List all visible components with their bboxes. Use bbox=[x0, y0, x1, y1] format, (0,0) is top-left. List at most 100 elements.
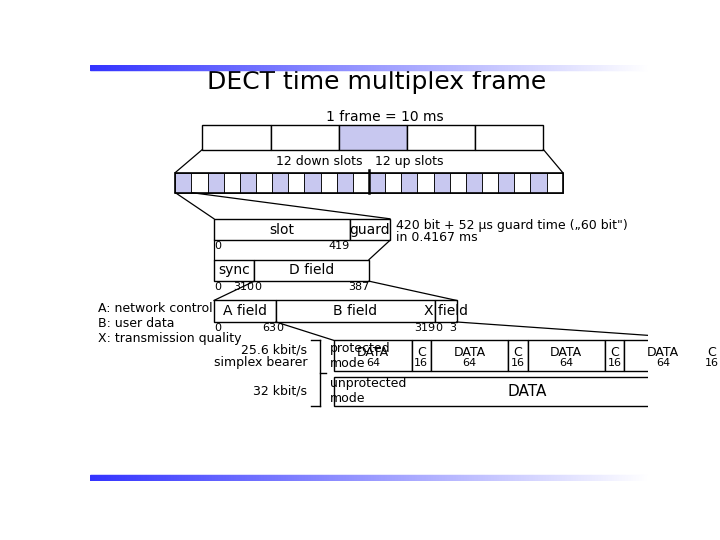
Bar bbox=[164, 65, 165, 70]
Bar bbox=[522, 65, 523, 70]
Bar bbox=[546, 475, 547, 481]
Text: DATA: DATA bbox=[454, 346, 485, 359]
Bar bbox=[159, 65, 160, 70]
Text: D field: D field bbox=[289, 264, 334, 278]
Bar bbox=[475, 475, 476, 481]
Bar bbox=[118, 65, 119, 70]
Bar bbox=[337, 475, 338, 481]
Bar bbox=[110, 65, 111, 70]
Bar bbox=[250, 65, 251, 70]
Bar bbox=[165, 65, 166, 70]
Bar bbox=[410, 65, 411, 70]
Bar bbox=[405, 65, 406, 70]
Bar bbox=[616, 475, 617, 481]
Bar bbox=[174, 475, 175, 481]
Bar bbox=[117, 65, 118, 70]
Bar bbox=[586, 475, 587, 481]
Bar bbox=[100, 475, 101, 481]
Bar bbox=[361, 475, 362, 481]
Bar bbox=[624, 475, 625, 481]
Bar bbox=[647, 475, 648, 481]
Bar bbox=[155, 475, 156, 481]
Bar bbox=[442, 65, 443, 70]
Bar bbox=[468, 65, 469, 70]
Bar bbox=[295, 65, 296, 70]
Bar bbox=[500, 65, 502, 70]
Bar bbox=[578, 65, 579, 70]
Bar bbox=[441, 65, 442, 70]
Bar bbox=[367, 475, 368, 481]
Bar bbox=[169, 65, 170, 70]
Bar bbox=[531, 475, 532, 481]
Bar bbox=[387, 65, 388, 70]
Bar bbox=[582, 65, 583, 70]
Bar bbox=[401, 65, 402, 70]
Bar bbox=[225, 475, 226, 481]
Bar bbox=[424, 65, 425, 70]
Bar bbox=[466, 173, 482, 193]
Bar bbox=[554, 475, 555, 481]
Bar bbox=[218, 65, 219, 70]
Bar bbox=[555, 65, 556, 70]
Bar bbox=[263, 65, 264, 70]
Bar bbox=[357, 475, 358, 481]
Bar bbox=[461, 65, 462, 70]
Bar bbox=[630, 65, 631, 70]
Bar bbox=[273, 65, 274, 70]
Bar bbox=[315, 475, 316, 481]
Bar bbox=[226, 65, 228, 70]
Bar bbox=[415, 65, 416, 70]
Bar bbox=[390, 475, 391, 481]
Bar bbox=[514, 173, 531, 193]
Bar bbox=[254, 260, 369, 281]
Bar bbox=[199, 475, 200, 481]
Bar bbox=[130, 65, 131, 70]
Bar bbox=[636, 65, 637, 70]
Bar bbox=[634, 475, 635, 481]
Bar bbox=[136, 475, 137, 481]
Bar bbox=[117, 475, 118, 481]
Bar bbox=[627, 65, 628, 70]
Bar bbox=[286, 475, 287, 481]
Bar bbox=[189, 475, 190, 481]
Bar bbox=[258, 475, 259, 481]
Bar bbox=[240, 173, 256, 193]
Bar bbox=[644, 65, 645, 70]
Bar bbox=[479, 475, 480, 481]
Bar bbox=[390, 65, 391, 70]
Bar bbox=[402, 65, 403, 70]
Bar bbox=[594, 475, 595, 481]
Bar bbox=[635, 475, 636, 481]
Bar bbox=[103, 475, 104, 481]
Bar bbox=[196, 65, 197, 70]
Bar bbox=[287, 475, 289, 481]
Text: 64: 64 bbox=[366, 357, 380, 368]
Bar bbox=[317, 475, 318, 481]
Bar bbox=[313, 65, 314, 70]
Bar bbox=[615, 65, 616, 70]
Bar bbox=[156, 65, 157, 70]
Bar bbox=[537, 475, 538, 481]
Bar bbox=[487, 65, 488, 70]
Bar bbox=[282, 65, 283, 70]
Bar bbox=[562, 475, 563, 481]
Bar bbox=[267, 65, 269, 70]
Bar bbox=[255, 475, 256, 481]
Bar bbox=[329, 475, 330, 481]
Bar bbox=[569, 65, 570, 70]
Bar bbox=[468, 475, 469, 481]
Bar bbox=[509, 65, 510, 70]
Bar bbox=[519, 475, 520, 481]
Bar bbox=[194, 475, 195, 481]
Bar bbox=[412, 65, 413, 70]
Bar bbox=[216, 65, 217, 70]
Bar bbox=[421, 65, 422, 70]
Bar bbox=[119, 65, 120, 70]
Bar bbox=[388, 65, 389, 70]
Bar bbox=[485, 65, 486, 70]
Text: 3: 3 bbox=[449, 323, 456, 333]
Bar bbox=[133, 65, 134, 70]
Bar bbox=[203, 65, 204, 70]
Bar bbox=[316, 475, 317, 481]
Bar bbox=[480, 65, 481, 70]
